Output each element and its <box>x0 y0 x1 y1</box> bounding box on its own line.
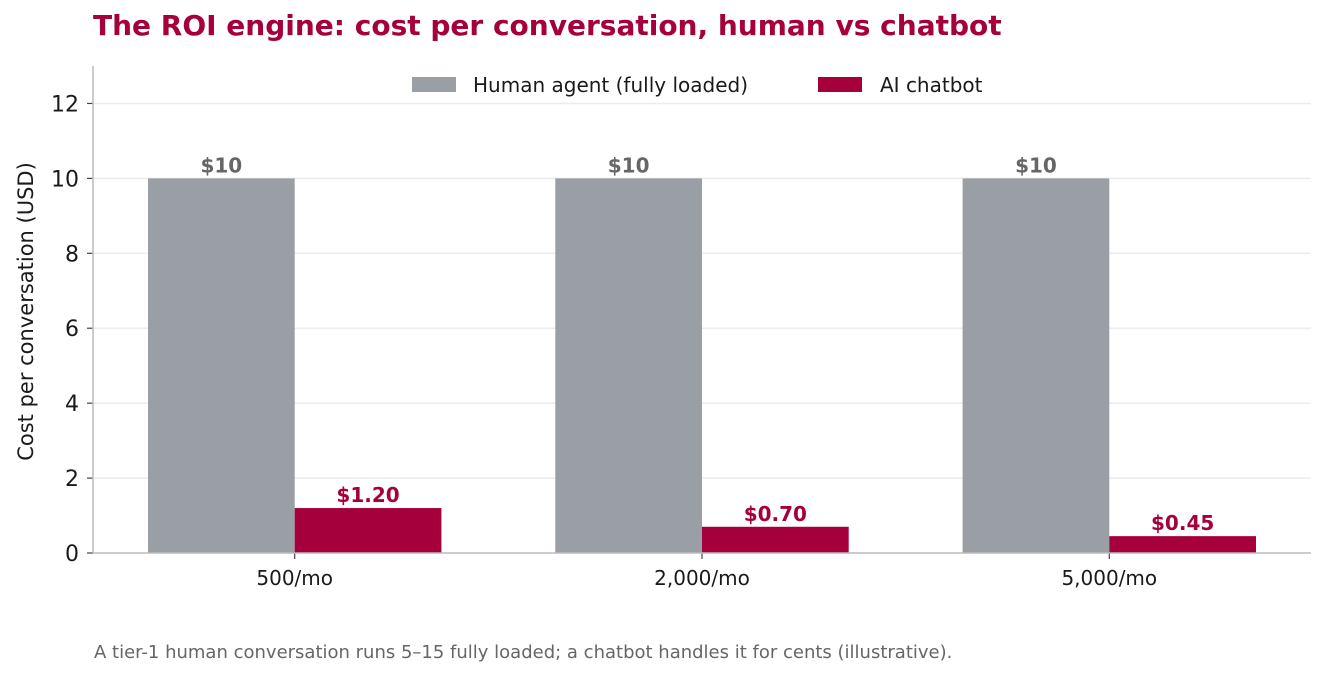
bar-human <box>962 178 1110 553</box>
legend-label-human: Human agent (fully loaded) <box>473 73 748 97</box>
chart-note: A tier-1 human conversation runs 5–15 fu… <box>94 642 953 663</box>
y-tick-label: 10 <box>51 167 79 192</box>
bar-value-label: $10 <box>608 153 650 177</box>
bar-value-label: $1.20 <box>336 483 399 507</box>
axes: 0 2 4 6 8 10 12 500/mo 2,000/mo 5,000/mo Cost per … <box>14 66 1311 590</box>
y-tick-label: 0 <box>65 542 79 567</box>
data-labels: $10 $1.20 $10 $0.70 $10 $0.45 <box>200 153 1214 535</box>
bar-human <box>555 178 702 553</box>
y-tick-label: 8 <box>65 242 79 267</box>
y-axis-label: Cost per conversation (USD) <box>14 162 38 461</box>
bar-value-label: $0.45 <box>1151 511 1214 535</box>
x-tick-label: 500/mo <box>256 566 333 590</box>
y-tick-label: 12 <box>51 92 79 117</box>
x-tick-label: 5,000/mo <box>1061 566 1157 590</box>
y-tick-label: 4 <box>65 392 79 417</box>
bar-chatbot <box>702 526 849 553</box>
legend-label-chatbot: AI chatbot <box>880 73 983 97</box>
legend-swatch-human <box>412 77 456 92</box>
bar-chatbot <box>1109 536 1256 553</box>
bar-human <box>148 178 295 553</box>
bar-chatbot <box>294 508 442 553</box>
chart-title: The ROI engine: cost per conversation, h… <box>93 9 1002 42</box>
bars <box>148 178 1256 553</box>
bar-value-label: $10 <box>1015 153 1057 177</box>
bar-value-label: $10 <box>200 153 242 177</box>
y-tick-label: 2 <box>65 467 79 492</box>
x-tick-label: 2,000/mo <box>654 566 750 590</box>
bar-value-label: $0.70 <box>744 502 807 526</box>
legend: Human agent (fully loaded) AI chatbot <box>412 73 983 97</box>
legend-swatch-chatbot <box>818 77 862 92</box>
y-tick-label: 6 <box>65 317 79 342</box>
